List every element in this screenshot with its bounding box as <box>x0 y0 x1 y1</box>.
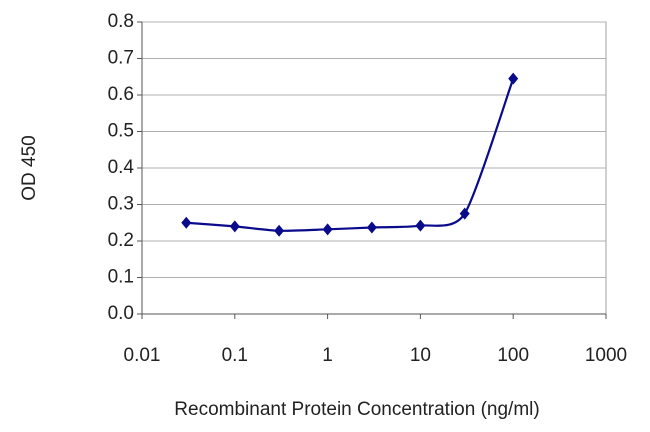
x-tick-label: 1000 <box>585 345 627 366</box>
data-point <box>229 220 240 233</box>
data-point <box>508 72 519 85</box>
data-point <box>459 207 470 220</box>
y-tick-label: 0.5 <box>108 121 134 142</box>
y-tick-label: 0.2 <box>108 230 134 251</box>
y-axis-label: OD 450 <box>19 135 40 200</box>
data-point <box>366 221 377 234</box>
x-tick-label: 0.01 <box>124 345 161 366</box>
x-tick-label: 0.1 <box>222 345 248 366</box>
data-point <box>274 224 285 237</box>
data-point <box>322 223 333 236</box>
data-point <box>415 219 426 232</box>
y-tick-label: 0.0 <box>108 303 134 324</box>
x-tick-label: 100 <box>497 345 529 366</box>
x-axis-label: Recombinant Protein Concentration (ng/ml… <box>174 399 539 420</box>
series-line <box>186 78 515 232</box>
x-tick-label: 10 <box>410 345 431 366</box>
y-tick-label: 0.1 <box>108 267 134 288</box>
y-tick-label: 0.6 <box>108 84 134 105</box>
y-tick-label: 0.3 <box>108 194 134 215</box>
data-point <box>181 216 192 229</box>
y-tick-label: 0.7 <box>108 48 134 69</box>
y-tick-label: 0.8 <box>108 11 134 32</box>
y-tick-label: 0.4 <box>108 157 135 178</box>
x-tick-label: 1 <box>322 345 333 366</box>
